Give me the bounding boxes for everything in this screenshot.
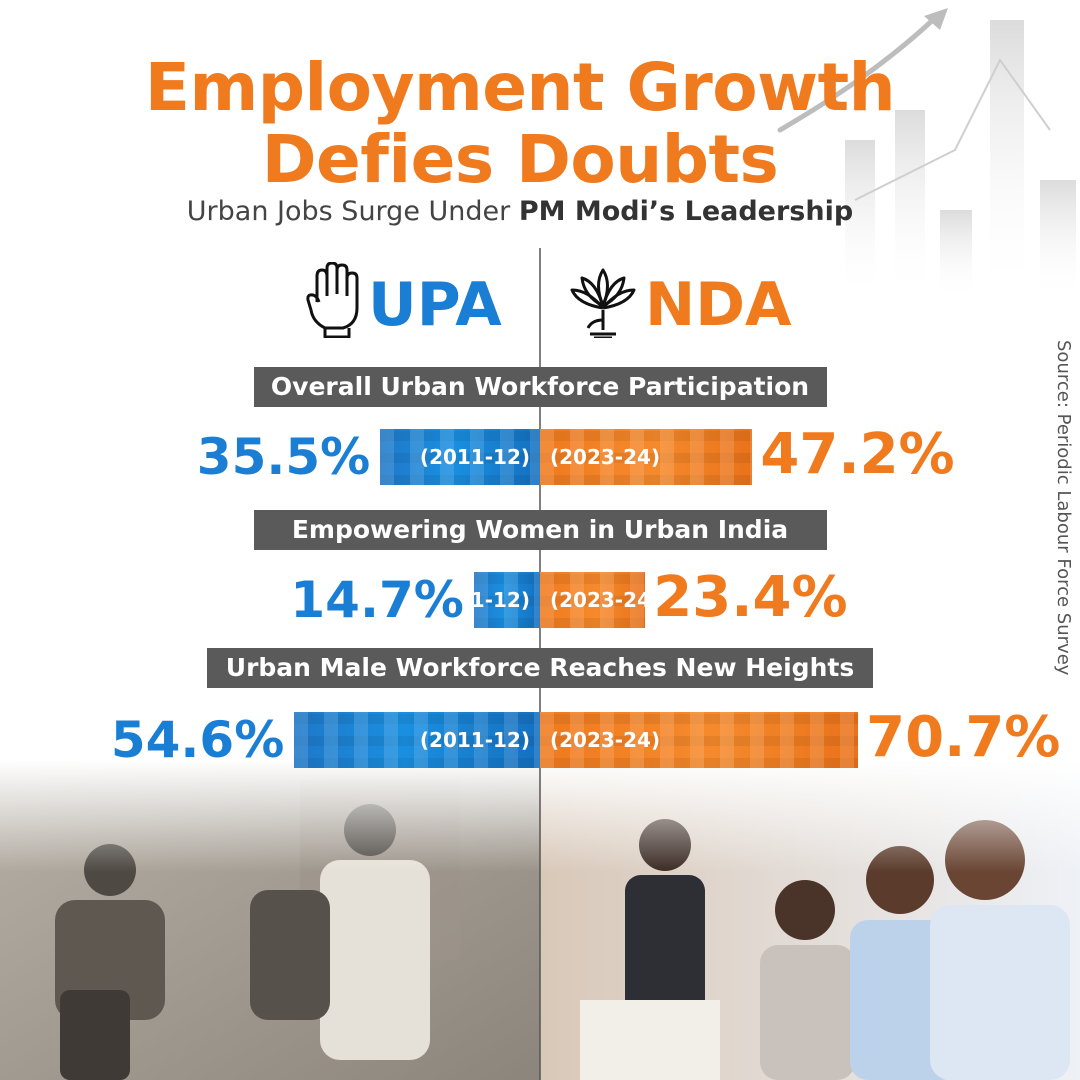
bar-texture — [540, 572, 646, 628]
bar-texture — [294, 712, 540, 768]
party-name-upa: UPA — [368, 270, 502, 340]
bar-upa: (2011-12) — [473, 572, 540, 628]
bg-bar — [1040, 180, 1076, 300]
bar-upa: (2011-12) — [294, 712, 540, 768]
period-label-upa: (2011-12) — [419, 728, 530, 752]
bg-trend-line — [854, 58, 1051, 201]
bar-texture — [473, 572, 540, 628]
value-label-upa: 54.6% — [110, 711, 285, 769]
section-header: Empowering Women in Urban India — [253, 510, 827, 550]
bar-texture — [380, 429, 540, 485]
period-label-upa: (2011-12) — [473, 588, 530, 612]
subtitle-bold: PM Modi’s Leadership — [518, 196, 854, 227]
value-label-upa: 14.7% — [290, 571, 464, 629]
bar-texture — [540, 429, 753, 485]
value-label-nda: 23.4% — [653, 565, 848, 630]
bg-bar — [845, 140, 875, 300]
bar-upa: (2011-12) — [380, 429, 540, 485]
title-line-2: Defies Doubts — [261, 121, 779, 198]
hand-icon — [306, 262, 359, 338]
bar-texture — [540, 712, 859, 768]
period-label-nda: (2023-24) — [550, 445, 661, 469]
section-header: Overall Urban Workforce Participation — [253, 367, 827, 407]
background-growth-chart — [777, 8, 1076, 300]
period-label-upa: (2011-12) — [419, 445, 530, 469]
section-header: Urban Male Workforce Reaches New Heights — [207, 648, 873, 688]
subtitle: Urban Jobs Surge Under PM Modi’s Leaders… — [0, 196, 1040, 227]
subtitle-prefix: Urban Jobs Surge Under — [186, 196, 519, 227]
bar-nda: (2023-24) — [540, 712, 859, 768]
value-label-nda: 70.7% — [866, 705, 1061, 770]
party-name-nda: NDA — [645, 270, 792, 340]
bg-arrow-head-icon — [924, 8, 948, 30]
bg-bar — [940, 210, 972, 300]
bg-bar — [895, 110, 925, 300]
period-label-nda: (2023-24) — [550, 728, 661, 752]
period-label-nda: (2023-24) — [550, 588, 646, 612]
bottom-photo-strip — [0, 760, 1080, 1080]
value-label-upa: 35.5% — [196, 428, 371, 486]
bar-nda: (2023-24) — [540, 429, 753, 485]
lotus-icon — [570, 268, 636, 338]
bar-nda: (2023-24) — [540, 572, 646, 628]
value-label-nda: 47.2% — [760, 422, 955, 487]
title-line-1: Employment Growth — [144, 49, 896, 126]
bg-growth-arrow — [777, 15, 938, 133]
source-note: Source: Periodic Labour Force Survey — [1053, 340, 1074, 676]
